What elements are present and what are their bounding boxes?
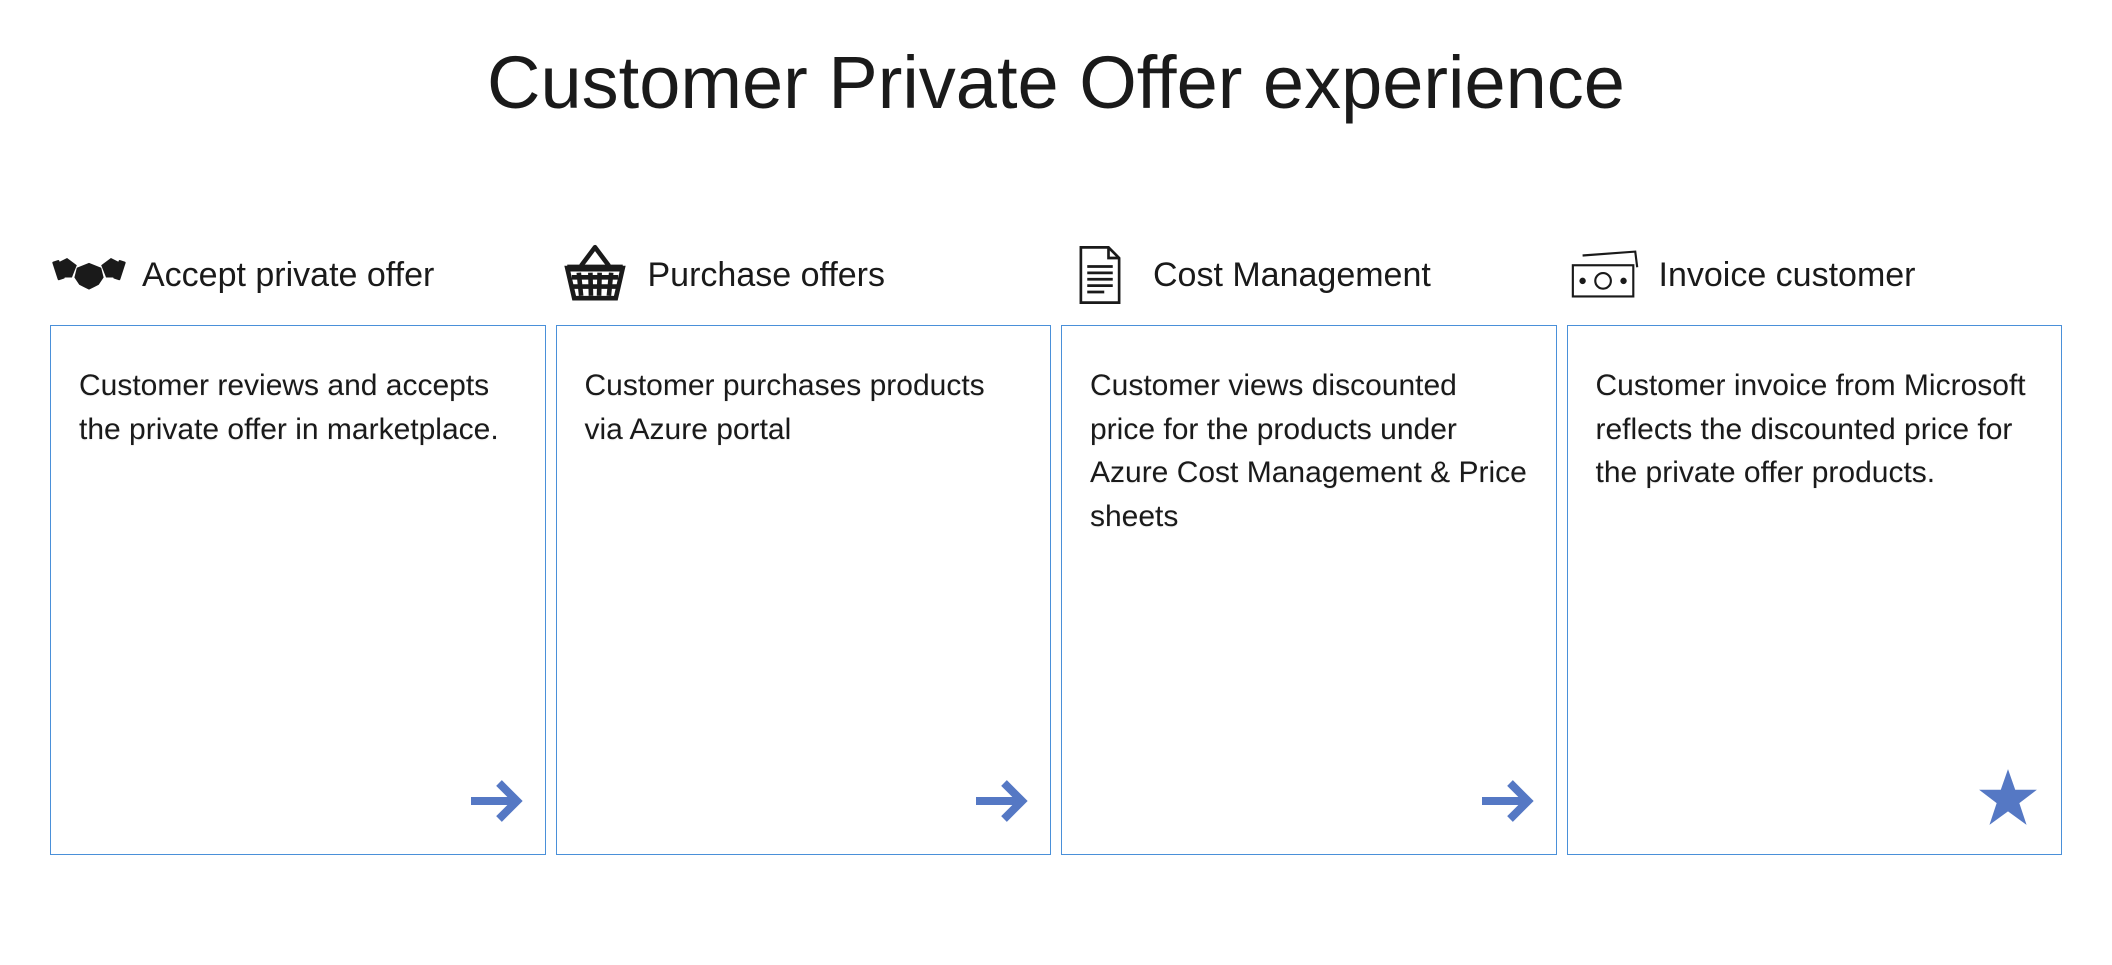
step-header: Accept private offer — [50, 235, 546, 315]
arrow-right-icon — [465, 771, 525, 836]
star-icon — [1975, 765, 2041, 836]
arrow-right-icon — [970, 771, 1030, 836]
step-title: Purchase offers — [648, 256, 886, 295]
step-cost-management: Cost Management Customer views discounte… — [1061, 235, 1557, 855]
arrow-right-icon — [1476, 771, 1536, 836]
step-header: Cost Management — [1061, 235, 1557, 315]
cash-icon — [1567, 236, 1645, 314]
handshake-icon — [50, 236, 128, 314]
step-desc: Customer views discounted price for the … — [1090, 364, 1528, 538]
step-box: Customer purchases products via Azure po… — [556, 325, 1052, 855]
step-title: Invoice customer — [1659, 256, 1916, 295]
step-box: Customer invoice from Microsoft reflects… — [1567, 325, 2063, 855]
step-purchase: Purchase offers Customer purchases produ… — [556, 235, 1052, 855]
steps-container: Accept private offer Customer reviews an… — [30, 235, 2082, 855]
step-box: Customer reviews and accepts the private… — [50, 325, 546, 855]
step-header: Purchase offers — [556, 235, 1052, 315]
step-box: Customer views discounted price for the … — [1061, 325, 1557, 855]
step-desc: Customer purchases products via Azure po… — [585, 364, 1023, 451]
step-desc: Customer invoice from Microsoft reflects… — [1596, 364, 2034, 495]
page-title: Customer Private Offer experience — [30, 40, 2082, 125]
step-desc: Customer reviews and accepts the private… — [79, 364, 517, 451]
basket-icon — [556, 236, 634, 314]
step-title: Cost Management — [1153, 256, 1431, 295]
step-accept: Accept private offer Customer reviews an… — [50, 235, 546, 855]
step-header: Invoice customer — [1567, 235, 2063, 315]
step-invoice: Invoice customer Customer invoice from M… — [1567, 235, 2063, 855]
document-icon — [1061, 236, 1139, 314]
step-title: Accept private offer — [142, 256, 434, 295]
